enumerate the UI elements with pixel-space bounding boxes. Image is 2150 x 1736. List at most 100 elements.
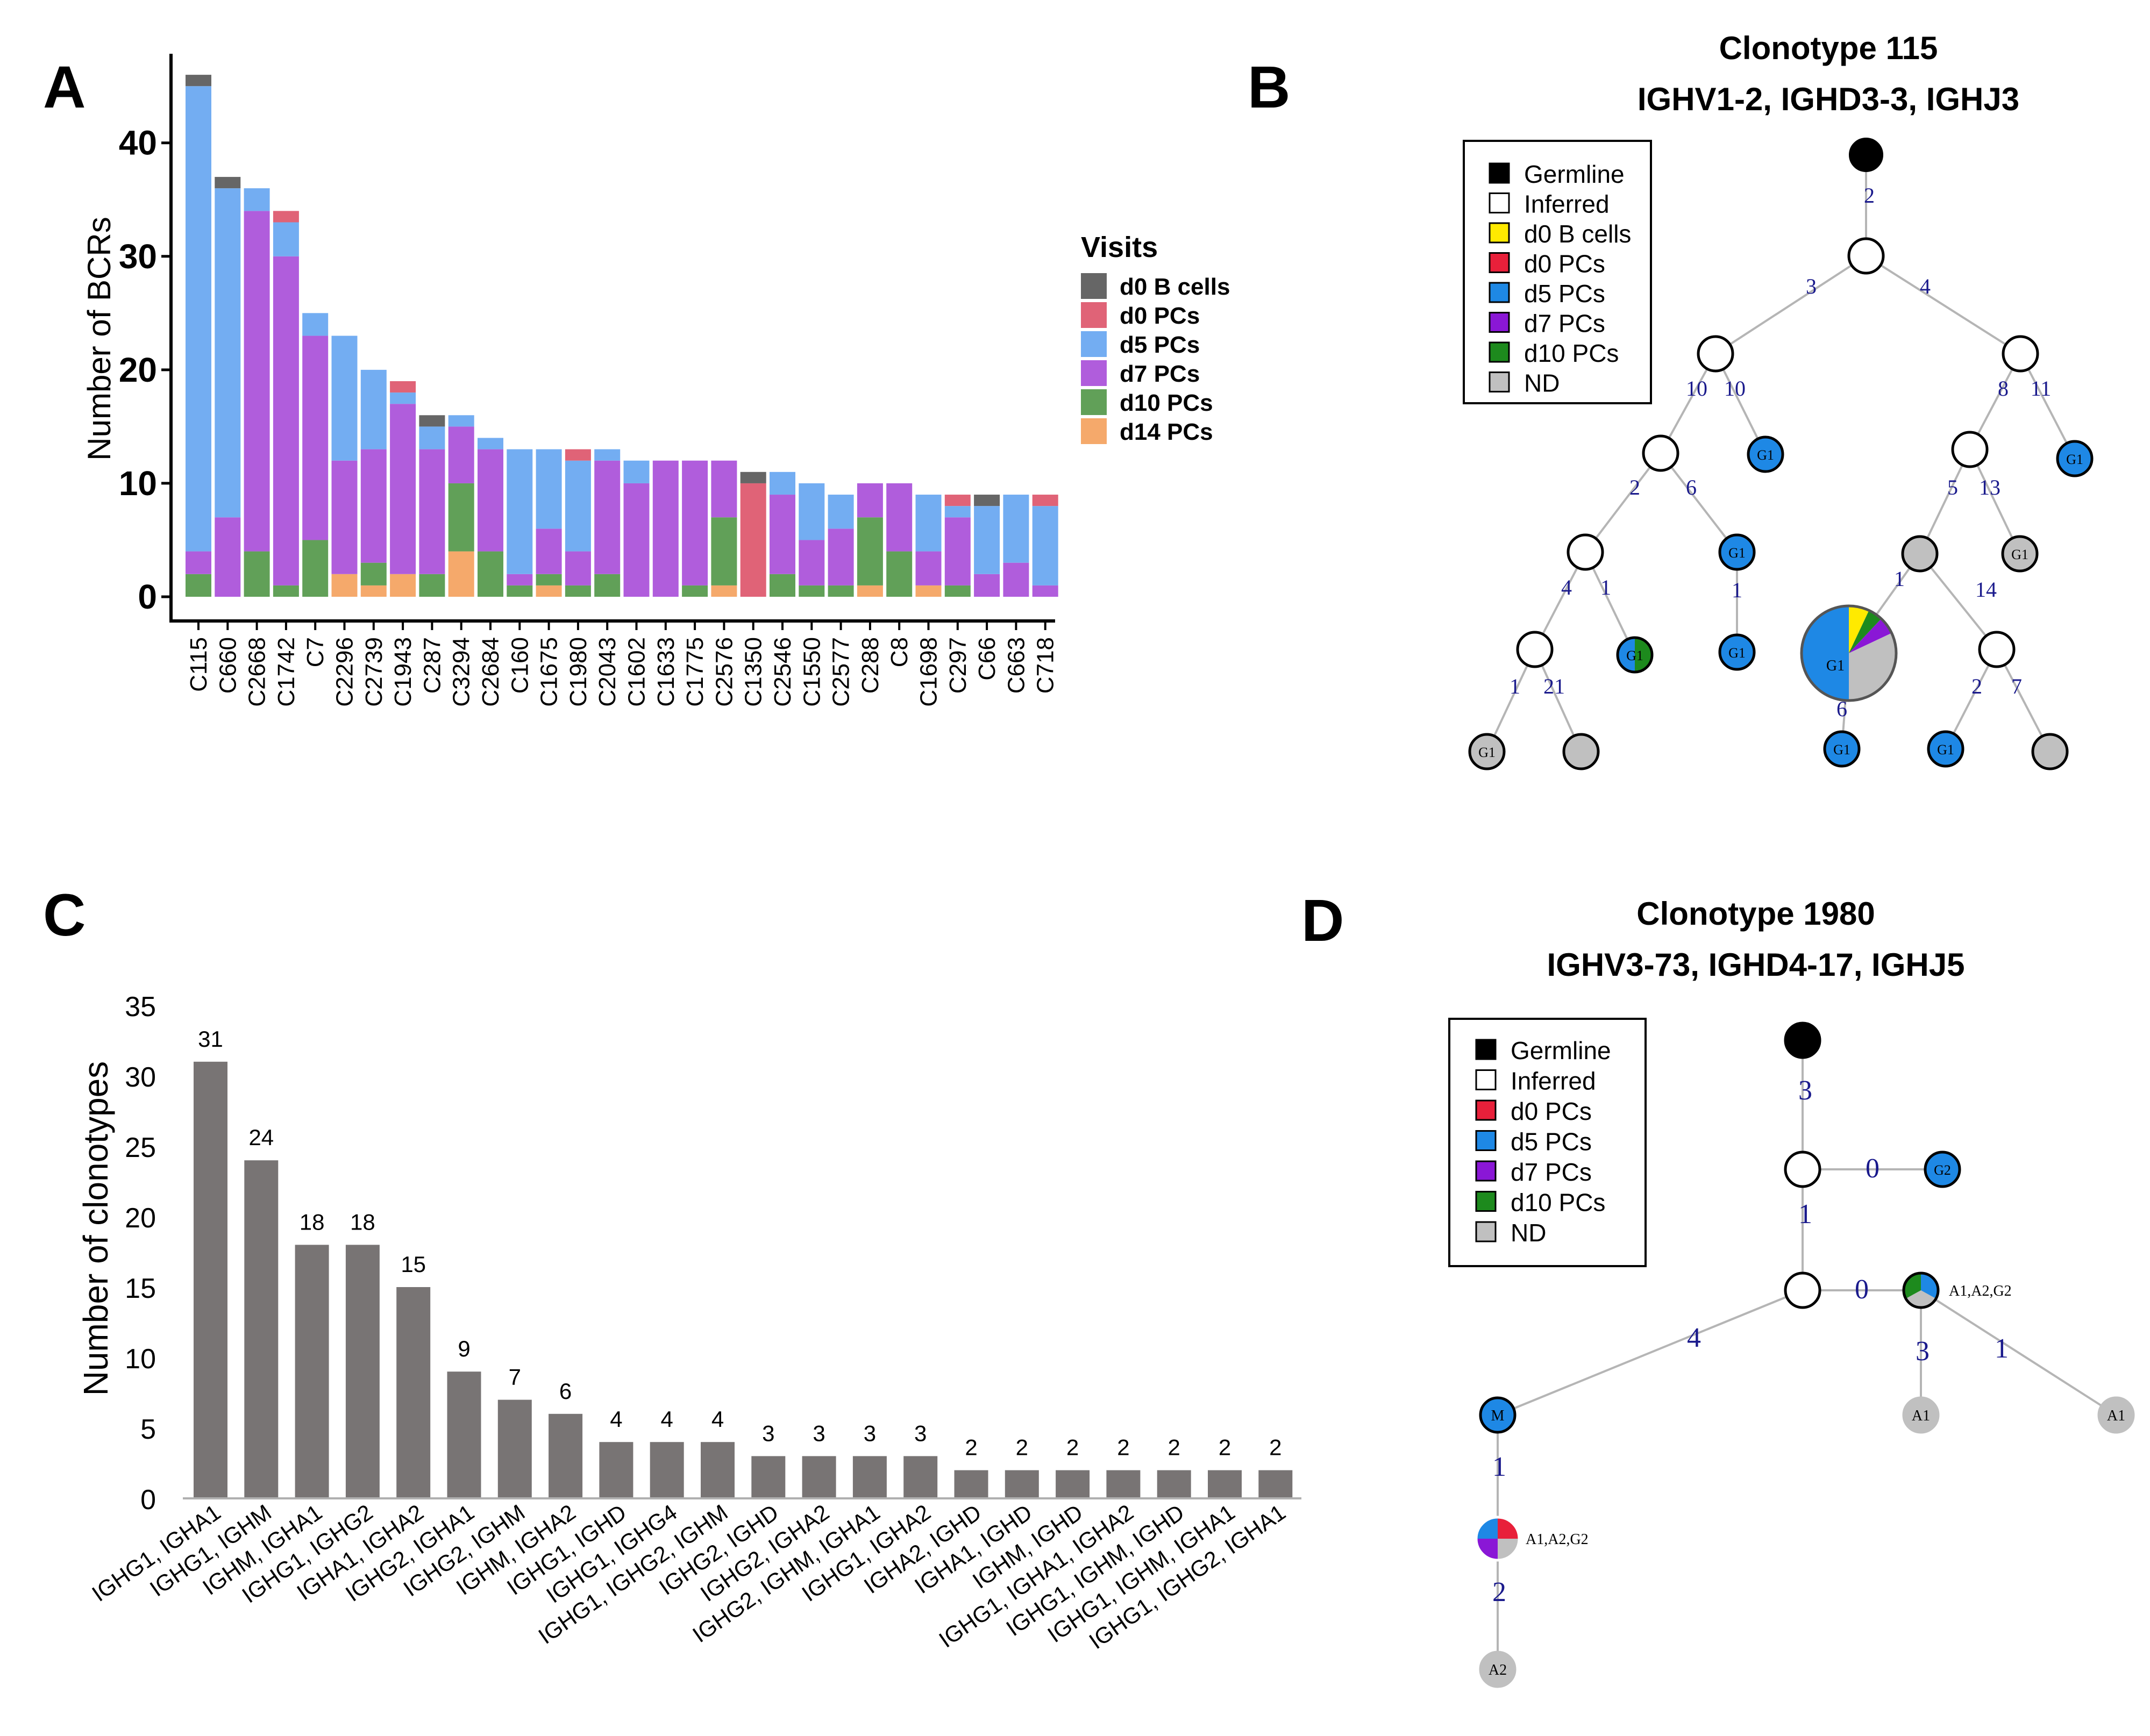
- tree-d: Clonotype 1980 IGHV3-73, IGHD4-17, IGHJ5…: [1448, 896, 2135, 1688]
- chart-a-x-tick-label: C2577: [828, 637, 855, 707]
- chart-c-value-label: 4: [711, 1406, 724, 1432]
- chart-a-bar-segment: [799, 540, 825, 585]
- chart-a-legend-swatch: [1081, 418, 1107, 444]
- tree-edge-label: 21: [1543, 674, 1565, 698]
- chart-a-bar-segment: [186, 574, 211, 597]
- chart-a-bars: [186, 75, 1058, 597]
- legend-label: d5 PCs: [1524, 280, 1605, 308]
- tree-b: Clonotype 115 IGHV1-2, IGHD3-3, IGHJ3 Ge…: [1463, 30, 2094, 770]
- chart-c-value-label: 3: [762, 1420, 774, 1446]
- chart-c-y-ticks: 0 5 10 15 20 25 30 35: [125, 991, 156, 1516]
- chart-c-value-label: 9: [458, 1336, 470, 1361]
- chart-a-bar-segment: [944, 585, 971, 597]
- chart-a-bar-segment: [1003, 495, 1029, 563]
- tree-edge-label: 3: [1806, 274, 1817, 298]
- chart-a-bar-segment: [360, 449, 387, 563]
- tree-edge-label: 11: [2031, 376, 2052, 401]
- chart-a-legend-swatch: [1081, 389, 1107, 415]
- chart-a-legend-swatch: [1081, 360, 1107, 386]
- chart-a-x-tick-label: C663: [1003, 637, 1029, 694]
- tree-edge-label: 1: [1798, 1199, 1812, 1230]
- chart-a-bar-segment: [740, 471, 766, 483]
- chart-a-bar-segment: [419, 415, 445, 427]
- chart-c-value-label: 6: [559, 1378, 572, 1404]
- chart-c-value-label: 18: [300, 1209, 325, 1234]
- tree-node: [2031, 733, 2069, 770]
- legend-label: ND: [1524, 369, 1560, 397]
- tree-node-label: G1: [1728, 545, 1746, 561]
- chart-a-bar-segment: [390, 392, 416, 404]
- tree-node-label: A1: [2107, 1408, 2125, 1424]
- chart-a-bar-segment: [507, 585, 533, 597]
- tree-edge: [1660, 353, 1717, 454]
- chart-a-x-tick-label: C1943: [390, 637, 416, 707]
- chart-a-x-ticks: C115 C660 C2668 C1742 C7 C2296 C2739 C1943 C287 C…: [186, 621, 1059, 707]
- tree-edge: [1660, 452, 1738, 553]
- tree-node: [1562, 733, 1600, 770]
- chart-c-value-label: 2: [1269, 1435, 1282, 1460]
- tree-edge-label: 5: [1947, 475, 1958, 499]
- tree-node: [2001, 535, 2039, 573]
- chart-c-bar: [903, 1456, 938, 1498]
- chart-c-bar: [295, 1245, 329, 1498]
- tree-node: [2097, 1396, 2135, 1434]
- tree-edge-label: 4: [1687, 1323, 1701, 1353]
- chart-a-bar-segment: [857, 483, 883, 518]
- chart-c-bar: [852, 1456, 887, 1498]
- chart-c-y-tick-label: 15: [125, 1273, 156, 1304]
- tree-node: [1847, 237, 1885, 275]
- tree-edge: [1714, 255, 1867, 355]
- tree-edge-label: 2: [1864, 183, 1875, 208]
- chart-a-bar-segment: [302, 313, 329, 336]
- legend-label: d0 PCs: [1511, 1097, 1592, 1125]
- chart-a-bar-segment: [915, 585, 942, 597]
- chart-a-bar-segment: [360, 585, 387, 597]
- chart-a-bar-segment: [770, 574, 795, 597]
- chart-a-y-tick-label: 30: [119, 237, 157, 276]
- chart-c-value-label: 2: [1219, 1435, 1231, 1460]
- chart-a-bar-segment: [857, 585, 883, 597]
- chart-a-bar-segment: [478, 438, 503, 449]
- tree-edge: [1584, 452, 1662, 553]
- tree-node: [1951, 431, 1989, 468]
- chart-c-bar: [1208, 1470, 1242, 1498]
- tree-edge: [1497, 1289, 1803, 1416]
- chart-a-bar-segment: [711, 585, 737, 597]
- tree-edge-label: 0: [1866, 1153, 1880, 1184]
- chart-a-bar-segment: [565, 449, 591, 461]
- chart-a-bar-segment: [623, 483, 650, 597]
- tree-node: [2056, 440, 2094, 477]
- chart-c-value-label: 3: [864, 1420, 876, 1446]
- chart-a-bar-segment: [857, 517, 883, 585]
- chart-a-ylabel: Number of BCRs: [81, 217, 117, 460]
- chart-c-bar: [396, 1287, 431, 1498]
- chart-a-bar-segment: [186, 75, 211, 87]
- tree-node-label: A2: [1489, 1662, 1507, 1678]
- chart-c-bar: [1106, 1470, 1141, 1498]
- tree-edge: [1714, 353, 1767, 455]
- chart-a-bar-segment: [828, 495, 854, 529]
- tree-b-nodes: G1 G1 G1 G1 G1 G1 G1 G1 G1 G1: [1468, 138, 2094, 770]
- tree-node: [1479, 1651, 1517, 1688]
- chart-a-x-tick-label: C2684: [478, 637, 504, 707]
- tree-node: [1978, 631, 2016, 668]
- panel-label-b: B: [1248, 54, 1290, 120]
- chart-a-bar-segment: [711, 517, 737, 585]
- chart-a-bar-segment: [915, 551, 942, 585]
- chart-a-x-tick-label: C1775: [682, 637, 708, 707]
- chart-a-bar-segment: [536, 585, 562, 597]
- chart-a-legend-swatch: [1081, 302, 1107, 328]
- chart-a-bar-segment: [536, 528, 562, 574]
- legend-label: d5 PCs: [1511, 1128, 1592, 1156]
- chart-a-bar-segment: [448, 426, 474, 483]
- legend-label: d10 PCs: [1524, 339, 1619, 367]
- chart-a-bar-segment: [390, 574, 416, 597]
- tree-node-label: G1: [1937, 742, 1954, 758]
- tree-d-title: Clonotype 1980: [1636, 896, 1875, 932]
- tree-edge-label: 1: [1600, 575, 1611, 599]
- tree-edge: [1534, 649, 1582, 752]
- chart-c-bar: [1056, 1470, 1090, 1498]
- tree-edge-label: 10: [1686, 376, 1707, 401]
- chart-a-legend-label: d14 PCs: [1120, 419, 1213, 445]
